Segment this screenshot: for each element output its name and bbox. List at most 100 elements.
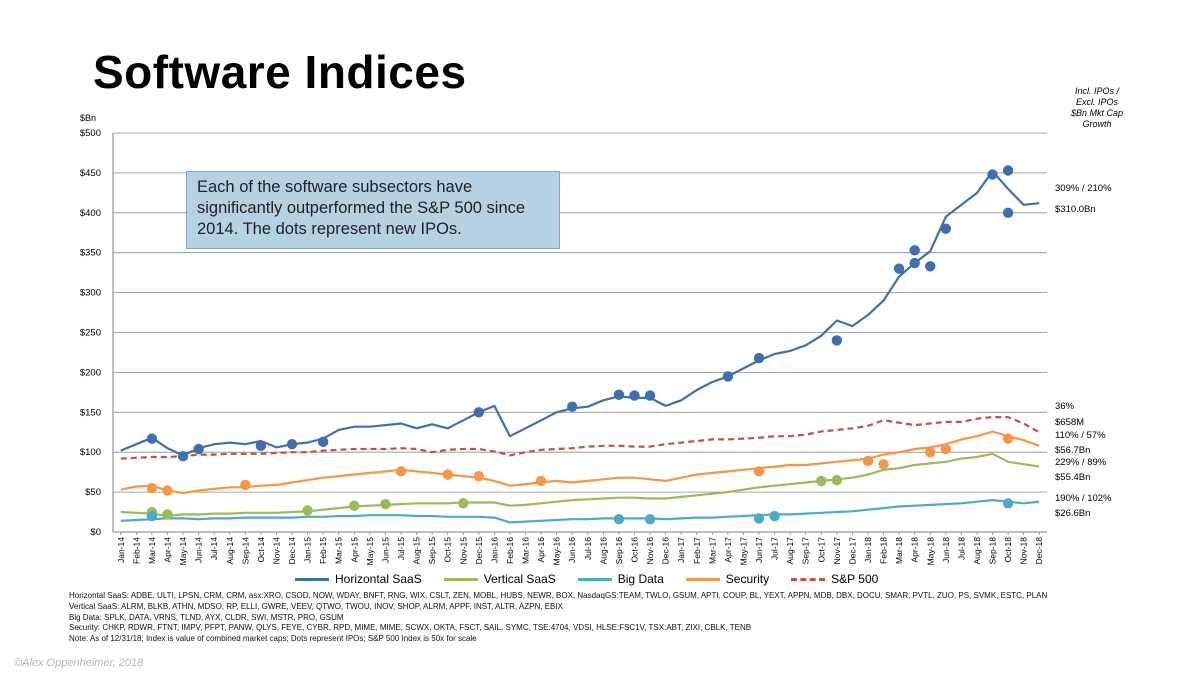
ipo-dot bbox=[613, 514, 625, 525]
legend-item-vertical-saas: Vertical SaaS bbox=[443, 572, 556, 586]
ipo-dot bbox=[644, 514, 656, 525]
x-tick-label: Dec-15 bbox=[474, 537, 484, 565]
ipo-dot bbox=[302, 505, 313, 516]
x-tick-label: Apr-18 bbox=[910, 537, 920, 563]
y-tick-label: $400 bbox=[80, 208, 101, 219]
ipo-dot bbox=[893, 263, 905, 274]
x-tick-label: Dec-18 bbox=[1034, 537, 1044, 565]
x-tick-label: Aug-17 bbox=[785, 537, 795, 565]
x-tick-label: Oct-18 bbox=[1003, 537, 1013, 563]
ipo-dot bbox=[442, 469, 453, 480]
x-tick-label: Jun-17 bbox=[754, 537, 764, 563]
ipo-dot bbox=[909, 245, 920, 256]
x-tick-label: Jan-18 bbox=[863, 537, 873, 563]
x-tick-label: Jul-14 bbox=[209, 537, 219, 560]
x-tick-label: Apr-16 bbox=[536, 537, 546, 563]
ipo-dot bbox=[925, 261, 936, 272]
legend-label: Vertical SaaS bbox=[483, 572, 556, 586]
series-end-label: $658M bbox=[1055, 417, 1084, 428]
series-end-label: 190% / 102% bbox=[1055, 493, 1112, 504]
ipo-dot bbox=[940, 223, 952, 234]
y-tick-label: $200 bbox=[80, 367, 101, 378]
x-tick-label: Sep-18 bbox=[988, 537, 998, 565]
series-end-label: 229% / 89% bbox=[1055, 457, 1107, 468]
growth-note-line: Excl. IPOs bbox=[1075, 97, 1118, 107]
x-tick-label: Sep-17 bbox=[801, 537, 811, 565]
legend-label: Horizontal SaaS bbox=[335, 572, 422, 586]
legend-label: S&P 500 bbox=[831, 572, 879, 586]
series-end-label: $55.4Bn bbox=[1055, 472, 1090, 483]
ipo-dot bbox=[286, 439, 298, 450]
ipo-dot bbox=[769, 510, 780, 522]
y-tick-label: $500 bbox=[80, 128, 101, 139]
ipo-dot bbox=[831, 474, 843, 486]
x-tick-label: Apr-17 bbox=[723, 537, 733, 563]
x-tick-label: Feb-15 bbox=[318, 537, 328, 564]
ipo-dot bbox=[1002, 498, 1014, 509]
legend-item-big-data: Big Data bbox=[577, 572, 664, 586]
ipo-dot bbox=[1002, 433, 1014, 444]
x-tick-label: Mar-18 bbox=[894, 537, 904, 564]
y-tick-label: $100 bbox=[80, 447, 101, 458]
x-tick-label: Nov-16 bbox=[645, 537, 655, 565]
ipo-dot bbox=[473, 470, 485, 482]
page-title: Software Indices bbox=[93, 46, 467, 98]
x-tick-label: Aug-16 bbox=[598, 537, 608, 565]
ipo-dot bbox=[862, 455, 874, 467]
ipo-dot bbox=[644, 390, 656, 401]
legend-label: Security bbox=[725, 572, 770, 586]
x-tick-label: Feb-17 bbox=[692, 537, 702, 564]
ipo-dot bbox=[193, 443, 204, 455]
footnote-note: Note: As of 12/31/18; Index is value of … bbox=[69, 634, 477, 644]
legend-label: Big Data bbox=[617, 572, 664, 586]
legend-swatch bbox=[685, 577, 720, 581]
x-tick-label: Mar-17 bbox=[707, 537, 717, 564]
x-tick-label: Jun-16 bbox=[567, 537, 577, 563]
y-tick-label: $300 bbox=[80, 288, 101, 299]
series-end-label: $26.6Bn bbox=[1055, 508, 1090, 519]
x-tick-label: Jun-15 bbox=[380, 537, 390, 563]
ipo-dot bbox=[458, 498, 469, 509]
series-line-s-p-500 bbox=[120, 416, 1040, 460]
legend-item-security: Security bbox=[685, 572, 770, 586]
ipo-dot bbox=[909, 257, 920, 269]
ipo-dot bbox=[722, 371, 734, 382]
growth-note: Incl. IPOs / Excl. IPOs $Bn Mkt Cap Grow… bbox=[1052, 86, 1142, 130]
legend-swatch bbox=[791, 577, 826, 581]
x-tick-label: Dec-16 bbox=[661, 537, 671, 565]
x-tick-label: Oct-14 bbox=[256, 537, 266, 563]
legend-swatch bbox=[295, 577, 329, 581]
legend-swatch bbox=[577, 577, 612, 581]
ipo-dot bbox=[146, 482, 158, 494]
ipo-dot bbox=[925, 447, 936, 458]
x-tick-label: Jan-16 bbox=[489, 537, 499, 563]
x-tick-label: Sep-16 bbox=[614, 537, 624, 565]
x-tick-label: Aug-14 bbox=[225, 537, 235, 565]
ipo-dot bbox=[146, 433, 158, 444]
series-line-vertical-saas bbox=[120, 452, 1040, 518]
ipo-dot bbox=[878, 458, 889, 470]
x-tick-label: May-17 bbox=[738, 537, 748, 566]
growth-note-line: $Bn Mkt Cap bbox=[1070, 108, 1124, 118]
ipo-dot bbox=[816, 475, 827, 487]
x-tick-label: Jan-17 bbox=[676, 537, 686, 563]
footnote-vertical-saas: Vertical SaaS: ALRM, BLKB, ATHN, MDSO, R… bbox=[69, 601, 563, 611]
x-tick-label: Nov-18 bbox=[1019, 537, 1029, 565]
callout-box: Each of the software subsectors have sig… bbox=[186, 171, 560, 249]
x-tick-label: Dec-14 bbox=[287, 537, 297, 565]
x-tick-label: Oct-17 bbox=[816, 537, 826, 563]
y-axis-label: $Bn bbox=[80, 113, 96, 123]
ipo-dot bbox=[753, 352, 765, 364]
ipo-dot bbox=[349, 500, 360, 511]
x-tick-label: May-18 bbox=[925, 537, 935, 566]
ipo-dot bbox=[567, 401, 578, 412]
ipo-dot bbox=[753, 513, 765, 524]
x-tick-label: Feb-14 bbox=[131, 537, 141, 564]
copyright-watermark: ©Alex Oppenheimer, 2018 bbox=[14, 657, 144, 669]
y-tick-label: $250 bbox=[80, 328, 101, 339]
x-tick-label: Jul-17 bbox=[770, 537, 780, 560]
x-tick-label: May-16 bbox=[552, 537, 562, 566]
x-tick-label: Oct-16 bbox=[629, 537, 639, 563]
series-line-horizontal-saas bbox=[120, 170, 1040, 457]
footnote-big-data: Big Data: SPLK, DATA, VRNS, TLND, AYX, C… bbox=[69, 612, 344, 622]
